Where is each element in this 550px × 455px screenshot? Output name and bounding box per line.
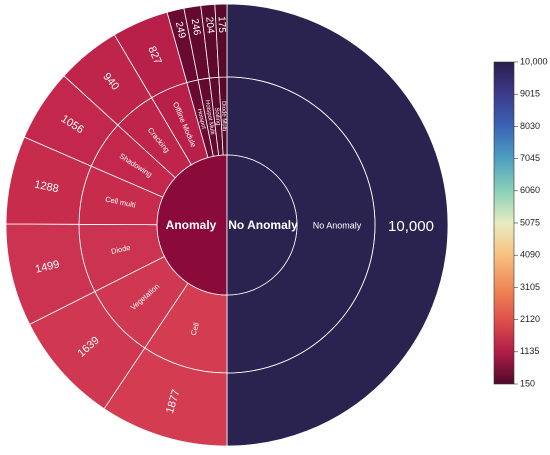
ring-label-soiling: Soiling	[213, 107, 221, 125]
no-anomaly-ring-2	[226, 76, 376, 374]
colorbar-tick-label: 7045	[520, 153, 540, 163]
colorbar-tick-label: 1135	[520, 346, 539, 356]
colorbar-tick-label: 9015	[520, 89, 540, 99]
value-label-diode-multi: 175	[216, 16, 227, 33]
value-label-hotspot: 249	[173, 21, 188, 40]
colorbar-tick-label: 5075	[520, 217, 540, 227]
no-anomaly-outer-wedge	[226, 3, 449, 447]
colorbar-tick-label: 150	[520, 378, 535, 388]
ring-label-diode: Diode	[110, 243, 131, 256]
colorbar-bar	[493, 61, 515, 385]
colorbar-tick-label: 10,000	[520, 56, 548, 66]
ring-label-hotspot-multi: Hotspot Multi	[204, 100, 215, 136]
value-label-cell-multi: 1288	[33, 179, 59, 196]
ring-label-cell: Cell	[189, 321, 201, 336]
no-anomaly-center	[226, 154, 298, 296]
center-label-anomaly: Anomaly	[166, 218, 217, 232]
ring-label-no-anomaly: No Anomaly	[313, 220, 362, 230]
sunburst-plot: Anomaly No Anomaly No Anomaly 10,000Cell187…	[5, 3, 449, 447]
colorbar-tick-label: 2120	[520, 314, 540, 324]
value-label-no-anomaly: 10,000	[388, 218, 434, 235]
ring-label-diode-multi: Diode Multi	[220, 101, 227, 131]
center-label-no-anomaly: No Anomaly	[228, 218, 298, 232]
colorbar-tick-label: 4090	[520, 250, 540, 260]
value-label-hotspot-multi: 246	[189, 18, 203, 37]
colorbar-tick-label: 8030	[520, 121, 540, 131]
ring-label-hotspot: Hotspot	[196, 108, 207, 130]
value-label-diode: 1499	[34, 258, 61, 275]
colorbar: 10,000 9015 8030 7045 6060 5075 4090 3105 2120 11…	[493, 56, 548, 388]
colorbar-tick-label: 3105	[520, 282, 540, 292]
value-label-soiling: 204	[203, 16, 215, 34]
anomaly-center	[156, 154, 228, 296]
colorbar-tick-label: 6060	[520, 185, 540, 195]
outer-segment-diode-multi	[214, 3, 228, 78]
